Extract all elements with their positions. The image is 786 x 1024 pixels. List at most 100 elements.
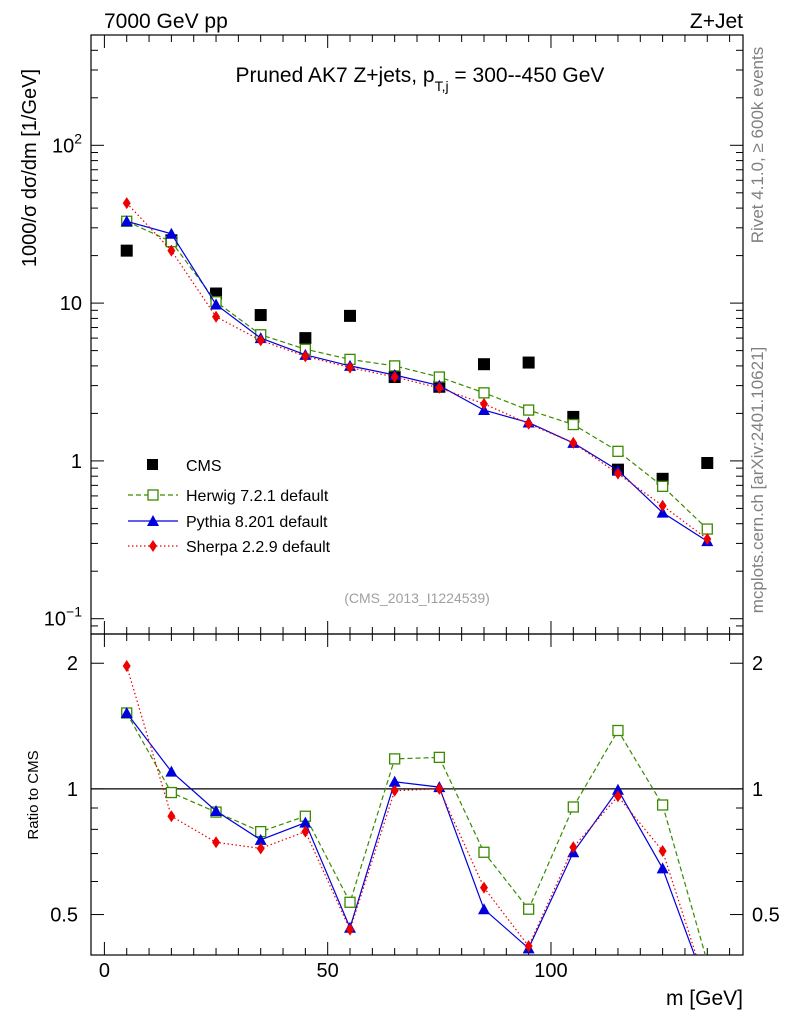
ratio-panel: Ratio to CMS m [GeV] 0.5 0.5 1 1 2 2 0 50 100 [25, 633, 780, 1010]
ratio-herwig-point [344, 896, 356, 908]
legend-sherpa-label: Sherpa 2.2.9 default [186, 539, 331, 556]
ratio-sherpa-point [479, 881, 488, 894]
ratio-pythia-point [165, 765, 178, 777]
ratio-herwig-point [165, 786, 178, 799]
main-sherpa-point [122, 197, 131, 210]
main-sherpa-point [703, 532, 712, 545]
x-tick-label: 50 [317, 960, 339, 982]
legend-cms-label: CMS [186, 458, 222, 475]
main-sherpa-point [346, 361, 355, 374]
main-axis-ticks [91, 34, 743, 635]
ratio-y-tick-label: 2 [67, 653, 78, 675]
legend: CMS Herwig 7.2.1 default Pythia 8.201 de… [128, 458, 331, 556]
x-tick-label: 0 [99, 960, 110, 982]
legend-herwig-label: Herwig 7.2.1 default [186, 488, 329, 505]
main-sherpa-point [167, 244, 176, 257]
main-sherpa-point [256, 334, 265, 347]
main-y-tick-label: 1 [71, 451, 82, 473]
main-cms-point [522, 356, 535, 369]
ratio-y-tick-label: 1 [67, 779, 78, 801]
ratio-pythia-point [477, 903, 490, 915]
ratio-series [120, 659, 706, 955]
ratio-sherpa-point [435, 782, 444, 795]
legend-pythia-marker [147, 515, 159, 526]
main-y-tick-labels: 10−1 1 10 102 [44, 130, 82, 630]
ratio-sherpa-point [524, 940, 533, 953]
ratio-frame [90, 633, 744, 956]
ratio-pythia-point [120, 706, 133, 718]
main-sherpa-point [212, 310, 221, 323]
ratio-pythia-point [254, 833, 267, 845]
main-sherpa-point [390, 371, 399, 384]
main-title: Pruned AK7 Z+jets, pT,j = 300--450 GeV [236, 64, 605, 94]
ratio-y-tick-label-right: 1 [752, 779, 763, 801]
ratio-sherpa-point [658, 844, 667, 857]
ratio-pythia-point [299, 816, 312, 828]
main-herwig-point [656, 480, 669, 492]
ratio-sherpa-point [569, 841, 578, 854]
ratio-herwig-point [567, 801, 579, 813]
ratio-herwig-point [389, 753, 401, 765]
main-cms-point [477, 358, 490, 371]
rivet-label: Rivet 4.1.0, ≥ 600k events [748, 47, 767, 243]
header-left: 7000 GeV pp [104, 10, 228, 33]
ratio-sherpa-point [167, 810, 176, 823]
ratio-pythia-point [611, 783, 624, 795]
main-herwig-point [701, 523, 713, 535]
main-pythia-point [656, 506, 669, 518]
main-herwig-point [612, 445, 624, 457]
main-sherpa-point [301, 350, 310, 363]
x-tick-label: 100 [534, 960, 567, 982]
ratio-sherpa-point [122, 659, 131, 672]
main-sherpa-point [658, 499, 667, 512]
main-sherpa-point [613, 467, 622, 480]
main-pythia-point [165, 227, 178, 239]
main-sherpa-line [126, 202, 708, 540]
ratio-herwig-point [522, 903, 535, 915]
ratio-y-axis-label: Ratio to CMS [25, 750, 42, 839]
ratio-tick-labels: 0.5 0.5 1 1 2 2 0 50 100 [50, 653, 780, 982]
main-pythia-point [210, 298, 223, 310]
main-pythia-point [120, 215, 133, 227]
main-y-tick-label: 102 [52, 130, 82, 157]
main-y-tick-label: 10 [60, 293, 82, 315]
legend-pythia-label: Pythia 8.201 default [186, 514, 328, 531]
ratio-sherpa-point [390, 784, 399, 797]
analysis-annotation: (CMS_2013_I1224539) [344, 590, 490, 606]
main-cms-point [344, 309, 357, 322]
main-panel: Pruned AK7 Z+jets, pT,j = 300--450 GeV 1… [19, 34, 744, 635]
x-axis-label: m [GeV] [666, 987, 743, 1010]
legend-entry-sherpa: Sherpa 2.2.9 default [128, 539, 331, 556]
ratio-sherpa-point [346, 923, 355, 936]
main-pythia-line [126, 220, 708, 542]
main-cms-point [120, 244, 133, 257]
main-cms-point [701, 456, 714, 469]
main-sherpa-point [435, 381, 444, 394]
ratio-herwig-line [126, 712, 706, 955]
mcplots-label: mcplots.cern.ch [arXiv:2401.10621] [748, 347, 767, 613]
ratio-sherpa-point [212, 836, 221, 849]
main-sherpa-point [569, 436, 578, 449]
legend-sherpa-marker [149, 540, 157, 552]
ratio-sherpa-point [613, 790, 622, 803]
main-herwig-point [567, 418, 579, 431]
ratio-pythia-line [126, 712, 696, 955]
legend-entry-cms: CMS [147, 458, 222, 475]
legend-entry-herwig: Herwig 7.2.1 default [128, 488, 329, 505]
ratio-sherpa-line [126, 665, 697, 955]
ratio-sherpa-point [301, 825, 310, 838]
main-herwig-point [522, 404, 535, 416]
ratio-herwig-point [433, 751, 445, 764]
ratio-herwig-point [656, 799, 669, 811]
ratio-y-tick-label-right: 0.5 [752, 905, 780, 927]
ratio-herwig-point [612, 724, 624, 737]
main-herwig-point [478, 387, 490, 399]
main-sherpa-point [479, 397, 488, 410]
main-herwig-line [126, 220, 708, 530]
ratio-sherpa-point [256, 842, 265, 855]
ratio-herwig-point [478, 846, 490, 858]
ratio-y-tick-label-right: 2 [752, 653, 763, 675]
main-cms-point [254, 309, 267, 322]
ratio-pythia-point [388, 775, 401, 787]
